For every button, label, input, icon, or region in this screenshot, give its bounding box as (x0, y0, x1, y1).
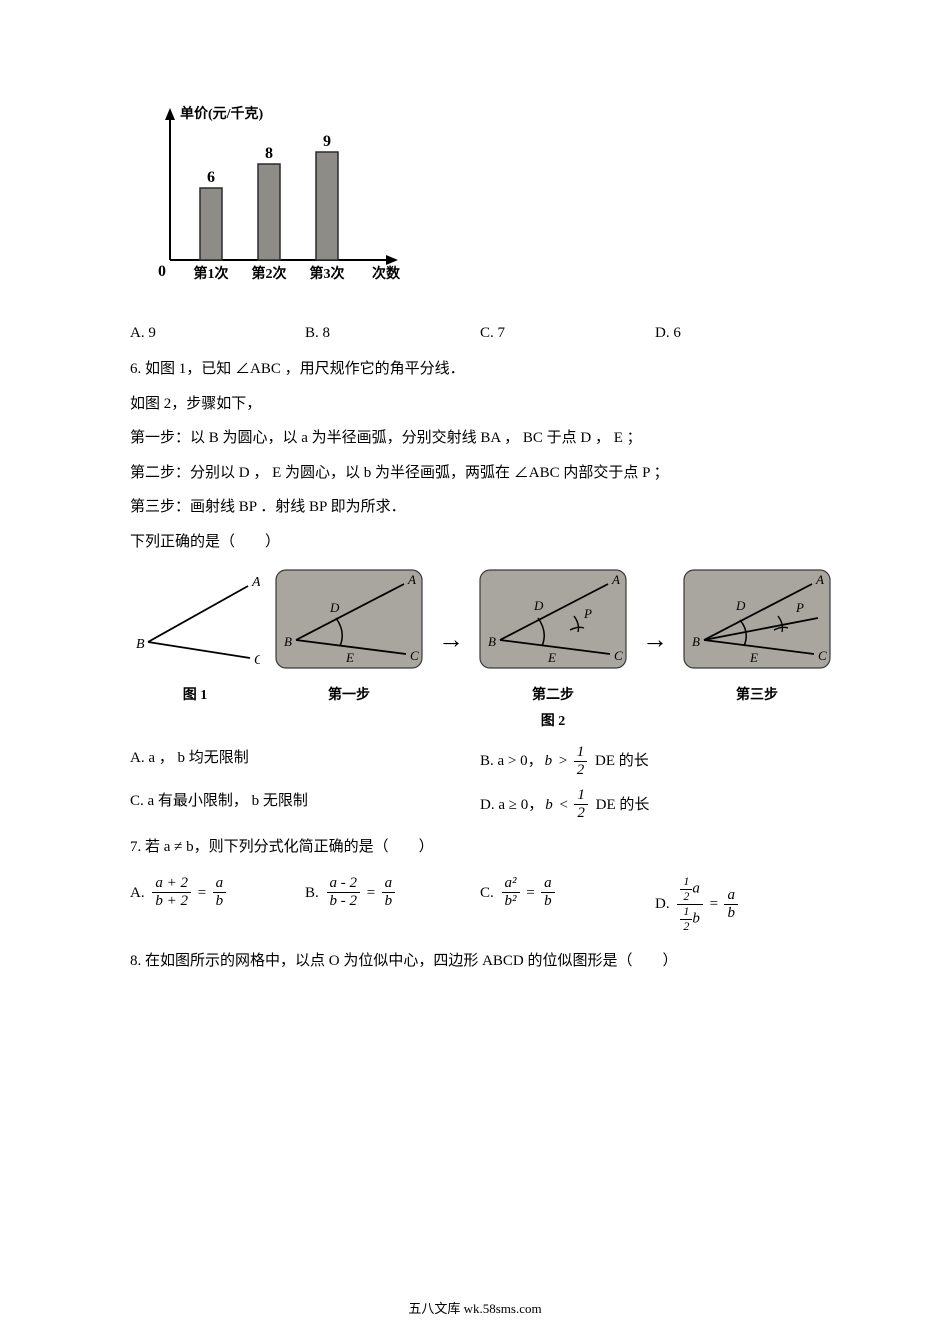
fig1-label: 图 1 (130, 683, 260, 710)
q6-opts-row2: C. a 有最小限制， b 无限制 D. a ≥ 0， b < 12 DE 的长 (130, 787, 830, 823)
svg-text:P: P (583, 606, 592, 621)
q6-diagrams: A B C 图 1 A B C D E 第一步 → A (130, 568, 830, 736)
q7-opt-c: C. a²b² = ab (480, 875, 655, 933)
bar-1-value: 6 (207, 169, 215, 186)
svg-text:B: B (136, 637, 145, 652)
diagram-step1: A B C D E 第一步 (274, 568, 424, 709)
bar-3 (316, 152, 338, 260)
step3-label: 第三步 (682, 683, 832, 710)
arrow-icon-2: → (642, 615, 668, 689)
q5-opt-d: D. 6 (655, 319, 830, 348)
origin-label: 0 (158, 263, 166, 280)
bar-chart-svg: 单价(元/千克) 0 6 8 9 第1次 第2次 第3次 次数 (140, 100, 410, 290)
svg-text:D: D (329, 600, 340, 615)
svg-text:E: E (547, 650, 556, 665)
q6-step3: 第三步：画射线 BP ．射线 BP 即为所求． (130, 493, 830, 522)
svg-text:A: A (407, 572, 416, 587)
svg-text:P: P (795, 600, 804, 615)
q6-step2: 第二步：分别以 D ， E 为圆心，以 b 为半径画弧，两弧在 ∠ABC 内部交… (130, 459, 830, 488)
q8-stem: 8. 在如图所示的网格中，以点 O 为位似中心，四边形 ABCD 的位似图形是（… (130, 947, 830, 976)
q6-opt-c: C. a 有最小限制， b 无限制 (130, 787, 480, 823)
svg-text:C: C (614, 648, 623, 663)
svg-text:B: B (692, 634, 700, 649)
svg-text:E: E (345, 650, 354, 665)
q5-opt-b: B. 8 (305, 319, 480, 348)
q6-opt-a: A. a ， b 均无限制 (130, 744, 480, 780)
bar-3-value: 9 (323, 133, 331, 150)
y-axis-label: 单价(元/千克) (180, 105, 264, 122)
q5-opt-c: C. 7 (480, 319, 655, 348)
diagram-fig1: A B C 图 1 (130, 568, 260, 709)
step1-label: 第一步 (274, 683, 424, 710)
fig2-label: 图 2 (478, 709, 628, 736)
q7-opt-b: B. a - 2b - 2 = ab (305, 875, 480, 933)
arrow-icon: → (438, 615, 464, 689)
x-cat-1: 第1次 (194, 265, 229, 282)
footer-text: 五八文库 wk.58sms.com (0, 1297, 950, 1322)
q6-step1: 第一步：以 B 为圆心，以 a 为半径画弧，分别交射线 BA ， BC 于点 D… (130, 424, 830, 453)
q7-opt-d: D. 12a 12b = ab (655, 875, 830, 933)
diagram-step3: A B C D E P 第三步 (682, 568, 832, 709)
svg-text:B: B (488, 634, 496, 649)
bar-2 (258, 164, 280, 260)
q6-line2: 如图 2，步骤如下， (130, 390, 830, 419)
svg-text:D: D (735, 598, 746, 613)
q6-opts-row1: A. a ， b 均无限制 B. a > 0， b > 12 DE 的长 (130, 744, 830, 780)
svg-text:C: C (410, 648, 419, 663)
svg-text:D: D (533, 598, 544, 613)
svg-text:A: A (611, 572, 620, 587)
q7-stem: 7. 若 a ≠ b，则下列分式化简正确的是（ ） (130, 833, 830, 862)
q6-opt-d: D. a ≥ 0， b < 12 DE 的长 (480, 787, 830, 823)
q7-options: A. a + 2b + 2 = ab B. a - 2b - 2 = ab C.… (130, 875, 830, 933)
q7-opt-a: A. a + 2b + 2 = ab (130, 875, 305, 933)
x-axis-label: 次数 (372, 265, 401, 282)
diagram-step2: A B C D E P 第二步 图 2 (478, 568, 628, 736)
svg-text:E: E (749, 650, 758, 665)
q6-stem: 6. 如图 1，已知 ∠ABC ，用尺规作它的角平分线． (130, 355, 830, 384)
bar-2-value: 8 (265, 145, 273, 162)
q6-ask: 下列正确的是（ ） (130, 528, 830, 557)
q5-options: A. 9 B. 8 C. 7 D. 6 (130, 319, 830, 348)
svg-text:C: C (254, 653, 260, 668)
bar-1 (200, 188, 222, 260)
svg-text:C: C (818, 648, 827, 663)
x-cat-2: 第2次 (252, 265, 287, 282)
x-cat-3: 第3次 (310, 265, 345, 282)
q5-opt-a: A. 9 (130, 319, 305, 348)
q6-opt-b: B. a > 0， b > 12 DE 的长 (480, 744, 830, 780)
svg-text:A: A (251, 575, 260, 590)
bar-chart: 单价(元/千克) 0 6 8 9 第1次 第2次 第3次 次数 (140, 100, 830, 301)
svg-text:A: A (815, 572, 824, 587)
step2-label: 第二步 (478, 683, 628, 710)
svg-text:B: B (284, 634, 292, 649)
